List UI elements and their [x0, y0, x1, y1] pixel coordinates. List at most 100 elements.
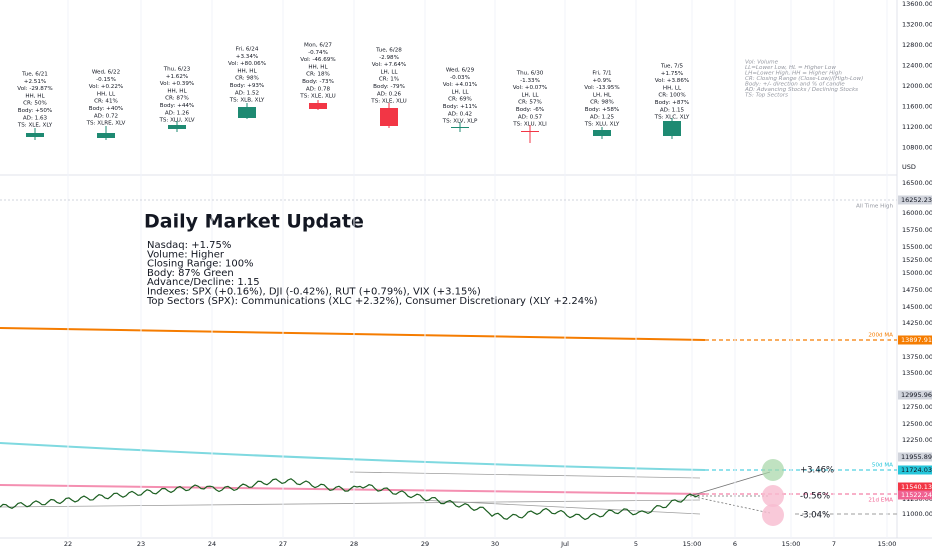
candle-body — [168, 125, 186, 129]
candle-body — [663, 121, 681, 136]
day-stat: Vol: -29.87% — [17, 86, 52, 92]
projection-label: -3.04% — [800, 511, 830, 521]
day-stat: CR: 1% — [379, 77, 399, 83]
trend-line — [419, 499, 701, 515]
day-stat: CR: 100% — [658, 93, 685, 99]
trend-line — [349, 471, 701, 479]
update-line: Advance/Decline: 1.15 — [147, 277, 260, 288]
price-label: 15500.00 — [902, 243, 932, 251]
ma200-line — [0, 327, 706, 341]
candle-body — [451, 127, 469, 128]
day-stat: CR: 57% — [518, 100, 542, 106]
price-label: 13500.00 — [902, 369, 932, 377]
day-stat: TS: XLRE, XLV — [86, 121, 126, 127]
day-stat: CR: 69% — [448, 97, 472, 103]
day-stat: HH, LL — [97, 91, 116, 97]
day-stat: Body: +58% — [585, 107, 620, 113]
currency-label: USD — [902, 163, 916, 171]
legend-line: AD: Advancing Stocks / Declining Stocks — [744, 87, 858, 93]
update-line: Body: 87% Green — [147, 268, 234, 279]
day-stat: -0.74% — [308, 50, 328, 56]
day-stat: TS: XLB, XLY — [229, 98, 265, 104]
day-stat: Vol: +3.86% — [655, 78, 690, 84]
x-tick-label: 7 — [832, 540, 836, 548]
x-tick-label: 30 — [491, 540, 499, 548]
day-stat: -0.03% — [450, 75, 470, 81]
day-stat: -0.15% — [96, 77, 116, 83]
day-stat: Tue, 7/5 — [660, 64, 684, 70]
day-stat: AD: 0.57 — [518, 114, 543, 120]
candle-body — [521, 131, 539, 132]
price-badge-label: 16252.23 — [901, 196, 932, 204]
day-stat: HH, LL — [663, 85, 682, 91]
day-stat: AD: 1.15 — [660, 107, 685, 113]
day-stat: AD: 0.26 — [377, 91, 402, 97]
day-stat: TS: XLC, XLY — [654, 115, 690, 121]
day-stat: Tue, 6/28 — [375, 48, 402, 54]
candle-body — [593, 130, 611, 136]
day-stat: TS: XLV, XLP — [442, 119, 478, 125]
day-stat: AD: 1.26 — [165, 110, 190, 116]
projection-label: -0.56% — [800, 492, 830, 502]
update-line: Volume: Higher — [147, 249, 225, 260]
price-label: 11000.00 — [902, 510, 932, 518]
x-tick-label: 28 — [350, 540, 358, 548]
price-badge — [898, 335, 932, 345]
day-stat: AD: 0.78 — [306, 86, 331, 92]
price-label: 15750.00 — [902, 226, 932, 234]
price-label: 15250.00 — [902, 256, 932, 264]
day-stat: +3.34% — [236, 54, 258, 60]
ma50-line — [0, 442, 706, 471]
day-stat: Wed, 6/22 — [92, 70, 120, 76]
x-tick-label: 22 — [64, 540, 72, 548]
update-title: Daily Market Update — [144, 211, 364, 233]
price-badge-label: 11540.13 — [901, 483, 932, 491]
day-stat: CR: 41% — [94, 99, 118, 105]
legend-line: Vol: Volume — [745, 60, 779, 66]
day-stat: +1.62% — [166, 74, 188, 80]
day-stat: +0.9% — [593, 78, 612, 84]
price-badge — [898, 465, 932, 475]
day-stat: -2.98% — [379, 55, 399, 61]
update-line: Top Sectors (SPX): Communications (XLC +… — [146, 296, 598, 307]
day-stat: HH, HL — [25, 93, 45, 99]
x-tick-label: Jul — [560, 540, 569, 548]
legend-line: LL=Lower Low, HL = Higher Low — [745, 65, 836, 71]
day-stat: Vol: +0.07% — [513, 85, 548, 91]
candle-body — [26, 133, 44, 137]
price-badge — [898, 390, 932, 400]
price-label: 16000.00 — [902, 209, 932, 217]
day-stat: Fri, 6/24 — [236, 47, 259, 53]
price-line — [0, 478, 700, 521]
day-stat: TS: XLU, XLV — [158, 118, 194, 124]
price-label: 14500.00 — [902, 303, 932, 311]
day-stat: Body: +11% — [443, 104, 478, 110]
price-badge-label: 11522.24 — [901, 491, 932, 499]
price-badge-label: 11955.89 — [901, 453, 932, 461]
note: All Time High — [856, 204, 893, 210]
legend-line: LH=Lower High, HH = Higher High — [745, 71, 842, 77]
candle-body — [380, 108, 398, 126]
x-tick-label: 24 — [208, 540, 216, 548]
update-line: Closing Range: 100% — [147, 259, 254, 270]
day-stat: Vol: -46.69% — [300, 57, 335, 63]
day-stat: AD: 1.25 — [590, 114, 615, 120]
price-badge — [898, 482, 932, 492]
day-stat: -1.33% — [520, 78, 540, 84]
day-stat: HH, HL — [237, 68, 257, 74]
projection-arrow — [689, 495, 771, 514]
day-stat: Body: -73% — [302, 79, 334, 85]
price-badge — [898, 195, 932, 205]
day-stat: LH, HL — [593, 92, 612, 98]
legend-line: Body: +/- direction and % of candle — [745, 82, 845, 88]
projection-arrow — [689, 471, 771, 497]
price-badge — [898, 452, 932, 462]
day-stat: Body: -79% — [373, 84, 405, 90]
day-stat: CR: 98% — [590, 100, 614, 106]
projection-circle — [762, 485, 784, 507]
price-label: 14750.00 — [902, 286, 932, 294]
day-stat: Fri, 7/1 — [592, 71, 612, 77]
